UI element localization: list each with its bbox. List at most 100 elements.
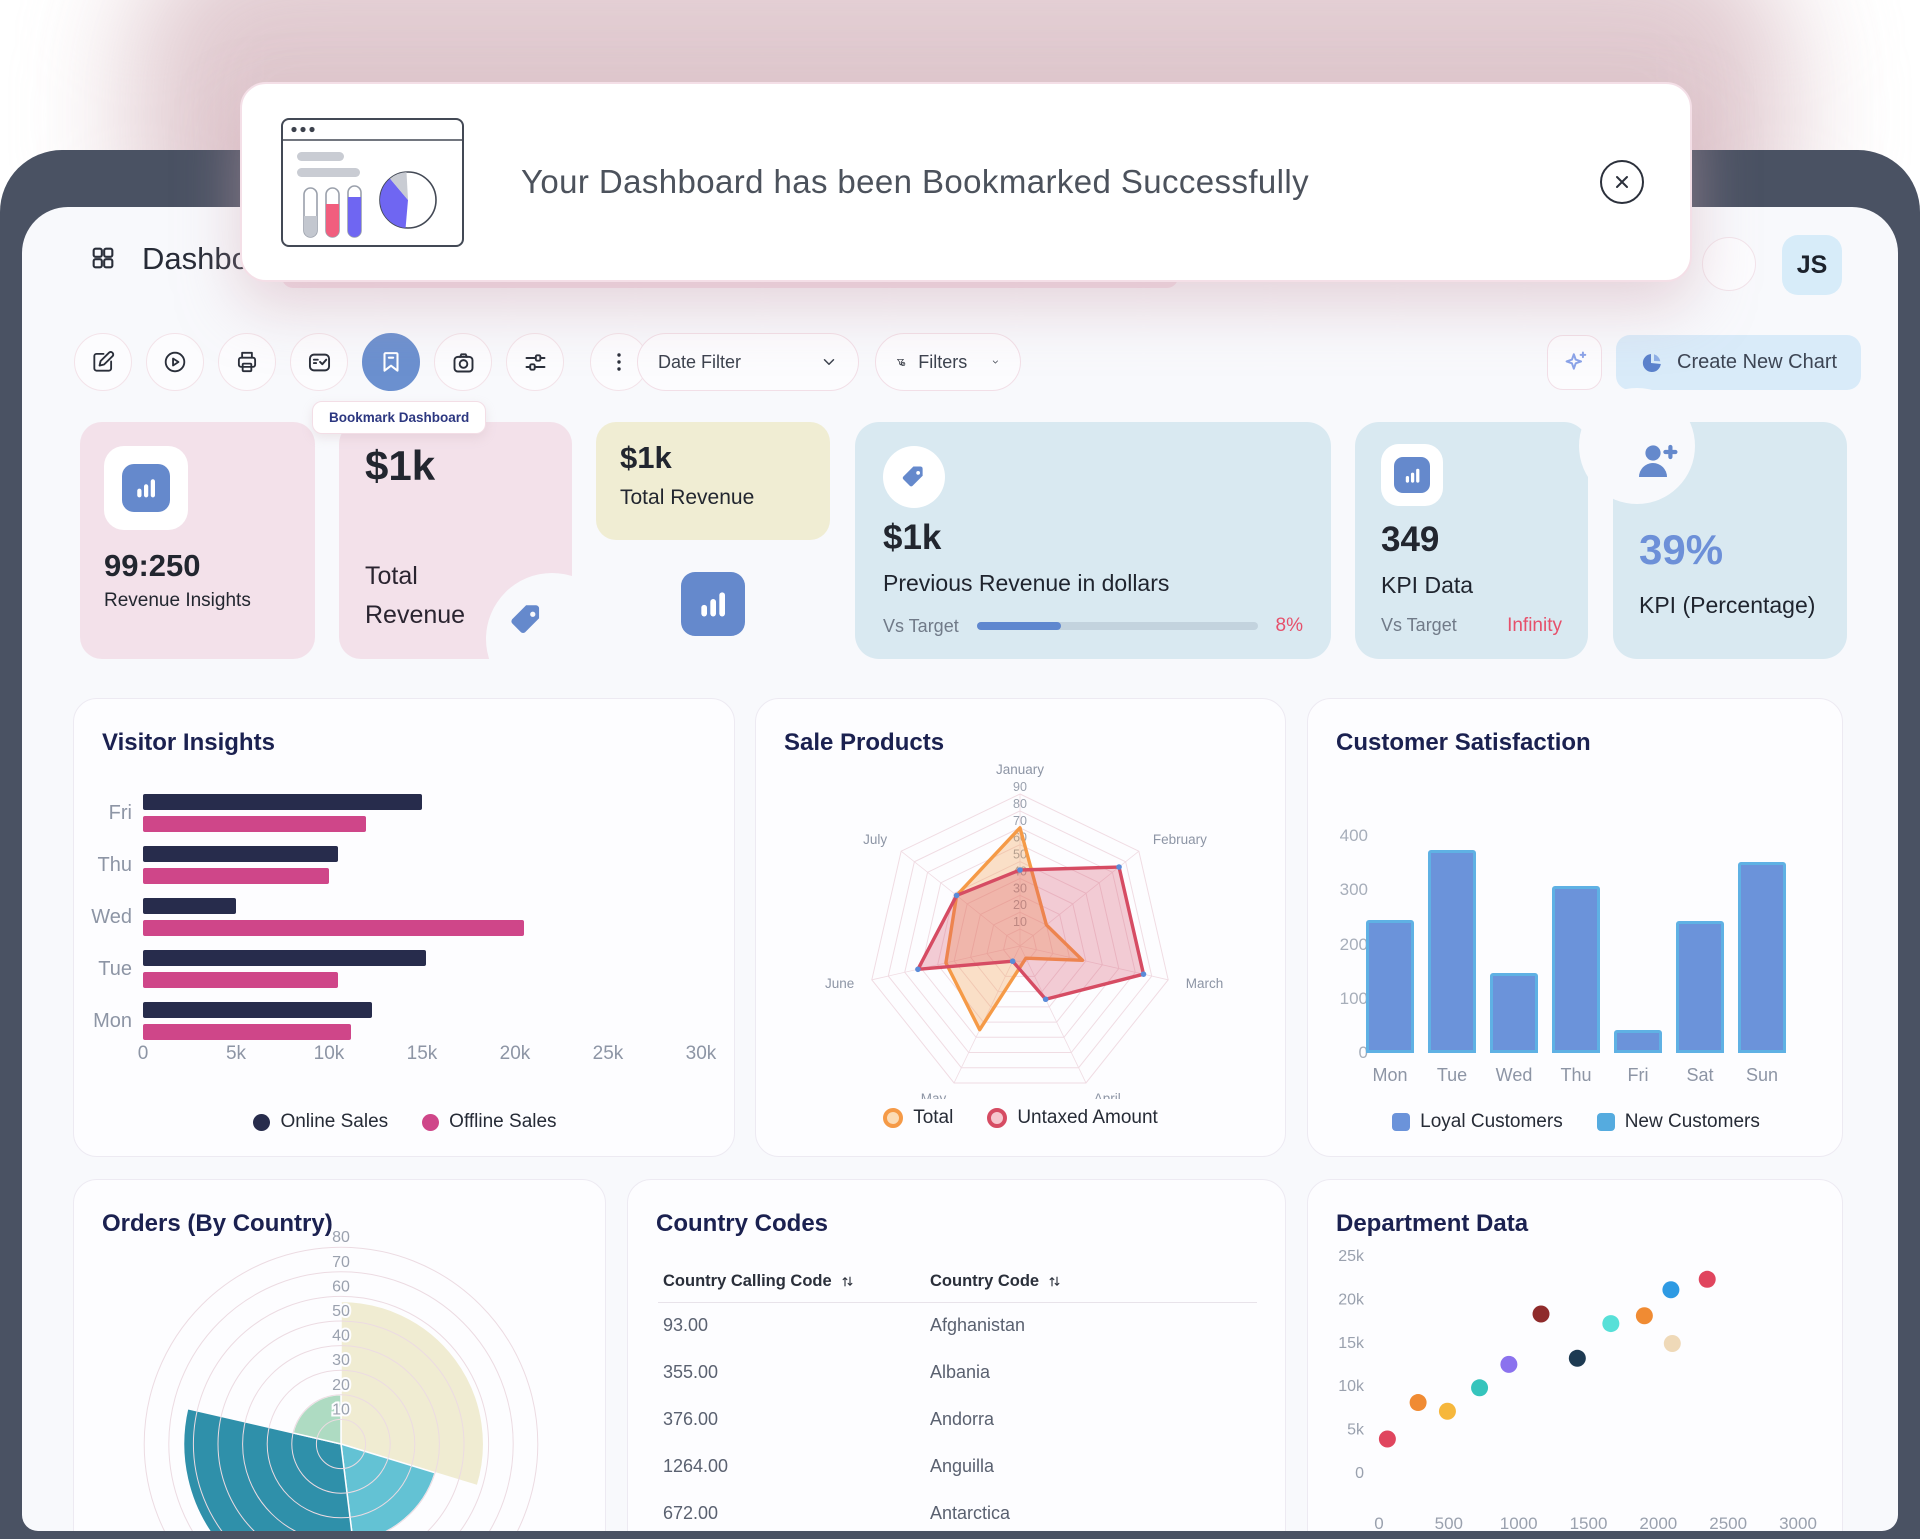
scatter-point <box>1471 1379 1489 1397</box>
panel-title: Orders (By Country) <box>102 1210 333 1237</box>
mail-button[interactable] <box>290 333 348 391</box>
table-cell: 1264.00 <box>663 1456 729 1476</box>
scatter-point <box>1500 1355 1518 1373</box>
svg-text:50: 50 <box>1013 848 1027 862</box>
funnel-check-icon <box>897 358 906 366</box>
kpi-label: Revenue Insights <box>104 590 251 611</box>
legend-item[interactable]: New Customers <box>1596 1111 1760 1133</box>
bar-offline-sales <box>143 868 329 884</box>
ai-assistant-button[interactable] <box>1547 335 1602 390</box>
country-codes-panel: Country Codes Country Calling Code Countr… <box>627 1179 1286 1531</box>
svg-text:1500: 1500 <box>1570 1514 1608 1531</box>
user-plus-icon <box>1639 444 1678 477</box>
tag-icon <box>902 466 923 487</box>
x-axis-tick: 25k <box>592 1043 624 1064</box>
bookmark-tooltip: Bookmark Dashboard <box>312 401 487 434</box>
svg-text:25k: 25k <box>1338 1248 1365 1265</box>
apps-grid-icon[interactable] <box>80 235 126 281</box>
x-axis-tick: Fri <box>1627 1065 1649 1085</box>
legend-item[interactable]: Online Sales <box>253 1111 388 1133</box>
sort-icon <box>1049 1276 1060 1287</box>
bar-online-sales <box>143 846 339 862</box>
x-axis-tick: 10k <box>313 1043 345 1064</box>
category-label: Mon <box>93 1010 132 1032</box>
kpi-card-revenue-insights[interactable]: 99:250 Revenue Insights <box>80 422 315 659</box>
kpi-label: Total Revenue <box>620 486 755 509</box>
panel-title: Country Codes <box>656 1210 829 1237</box>
kpi-card-previous-revenue[interactable]: $1k Previous Revenue in dollars Vs Targe… <box>855 422 1331 659</box>
tag-icon <box>511 605 540 633</box>
camera-icon <box>453 352 473 372</box>
column-header-label: Country Calling Code <box>663 1272 832 1290</box>
kpi-label: Previous Revenue in dollars <box>883 570 1170 596</box>
svg-text:June: June <box>825 976 854 991</box>
table-cell: Andorra <box>930 1409 995 1429</box>
chevron-down-icon <box>823 359 835 365</box>
table-cell: Antarctica <box>930 1503 1011 1523</box>
table-cell: Albania <box>930 1362 991 1382</box>
country-codes-table: Country Calling Code Country Code 93.00 Afg… <box>628 1180 1287 1531</box>
category-label: Tue <box>98 958 132 980</box>
svg-text:70: 70 <box>332 1254 350 1271</box>
x-axis-tick: 20k <box>499 1043 531 1064</box>
y-axis-tick: 100 <box>1339 988 1368 1008</box>
legend-item[interactable]: Total <box>883 1107 953 1129</box>
svg-text:20: 20 <box>1013 898 1027 912</box>
date-filter-dropdown[interactable]: Date Filter <box>637 333 859 391</box>
svg-text:2500: 2500 <box>1709 1514 1747 1531</box>
create-new-chart-label: Create New Chart <box>1677 351 1838 373</box>
vs-target-label: Vs Target <box>1381 615 1457 635</box>
svg-text:60: 60 <box>332 1278 350 1295</box>
svg-text:May: May <box>921 1091 947 1099</box>
sort-icon <box>842 1276 853 1287</box>
mail-check-icon <box>308 353 330 371</box>
kpi-value: $1k <box>620 440 672 475</box>
legend-item[interactable]: Loyal Customers <box>1392 1111 1563 1133</box>
scatter-point <box>1568 1349 1586 1367</box>
x-axis-tick: 30k <box>685 1043 717 1064</box>
panel-title: Customer Satisfaction <box>1336 729 1591 756</box>
filters-dropdown[interactable]: Filters <box>875 333 1021 391</box>
svg-text:30: 30 <box>332 1352 350 1369</box>
svg-text:February: February <box>1153 832 1207 847</box>
scatter-point <box>1698 1270 1716 1288</box>
x-axis-tick: Thu <box>1560 1065 1592 1085</box>
filters-label: Filters <box>918 351 968 372</box>
legend-label: Total <box>913 1107 954 1128</box>
bar-tue <box>1428 849 1476 1053</box>
settings-sliders-button[interactable] <box>506 333 564 391</box>
bar-chart-icon <box>681 572 745 636</box>
column-header-sort[interactable]: Country Code <box>930 1272 1062 1291</box>
y-axis-tick: 0 <box>1358 1043 1368 1062</box>
bookmark-button[interactable] <box>362 333 420 391</box>
scatter-point <box>1409 1394 1427 1412</box>
svg-text:January: January <box>996 762 1044 777</box>
notes-button[interactable] <box>1702 237 1756 291</box>
x-axis-tick: Sun <box>1745 1065 1779 1085</box>
svg-text:2000: 2000 <box>1639 1514 1677 1531</box>
print-button[interactable] <box>218 333 276 391</box>
play-button[interactable] <box>146 333 204 391</box>
target-value: Infinity <box>1507 615 1562 636</box>
toast-close-button[interactable] <box>1600 160 1644 204</box>
legend-label: Untaxed Amount <box>1017 1107 1158 1128</box>
kpi-card-total-revenue-2[interactable]: $1k Total Revenue <box>596 422 830 659</box>
bar-offline-sales <box>143 816 367 832</box>
create-new-chart-button[interactable]: Create New Chart <box>1616 335 1862 390</box>
kpi-card-kpi-data[interactable]: 349 KPI Data Vs Target Infinity <box>1355 422 1588 659</box>
edit-button[interactable] <box>74 333 132 391</box>
scatter-point <box>1438 1402 1456 1420</box>
bar-sun <box>1738 862 1786 1053</box>
chart-legend: Online Sales Offline Sales <box>74 1111 736 1133</box>
legend-item[interactable]: Offline Sales <box>422 1111 557 1133</box>
column-header-sort[interactable]: Country Calling Code <box>663 1272 855 1291</box>
y-axis-tick: 400 <box>1339 826 1368 845</box>
kpi-card-kpi-percentage[interactable]: 39% KPI (Percentage) <box>1579 388 1847 659</box>
x-axis-tick: Wed <box>1495 1065 1533 1085</box>
table-cell: 672.00 <box>663 1503 719 1523</box>
camera-button[interactable] <box>434 333 492 391</box>
kpi-card-total-revenue[interactable]: $1k Total Revenue <box>339 422 618 705</box>
user-avatar[interactable]: JS <box>1782 235 1842 295</box>
pie-chart-icon <box>1642 353 1661 372</box>
legend-item[interactable]: Untaxed Amount <box>987 1107 1158 1129</box>
